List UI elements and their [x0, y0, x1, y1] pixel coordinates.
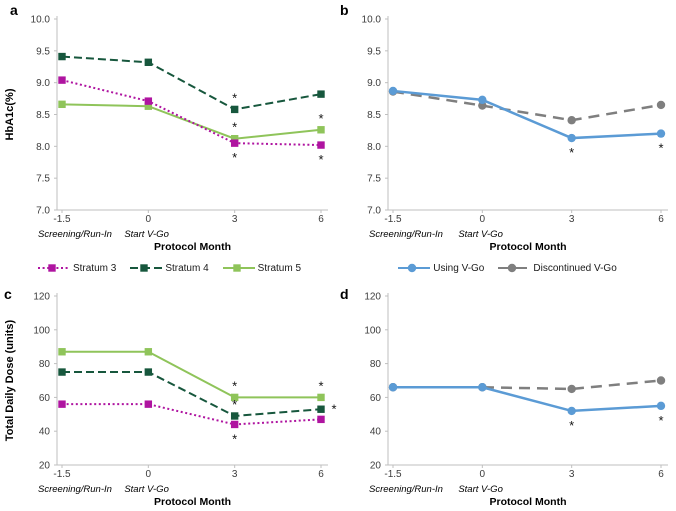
svg-text:9.5: 9.5 [36, 46, 50, 57]
stratum5-line-swatch-icon [222, 264, 255, 272]
svg-text:3: 3 [232, 214, 238, 225]
legend-label: Stratum 4 [165, 262, 209, 274]
svg-text:80: 80 [370, 359, 382, 370]
svg-text:*: * [331, 402, 336, 417]
svg-text:*: * [318, 111, 323, 126]
panel-a-hba1c-strata-chart: 7.0 7.5 8.0 8.5 9.0 9.5 10.0 -1.5 Screening/Run-… [4, 2, 328, 252]
svg-text:7.5: 7.5 [36, 174, 50, 185]
svg-text:60: 60 [39, 393, 51, 404]
svg-text:7.0: 7.0 [367, 206, 381, 217]
panel-c-tdd-strata-chart: 20 40 60 80 100 120 -1.5 Screening/Run-In 0 Start… [4, 286, 337, 508]
svg-text:6: 6 [318, 469, 324, 480]
svg-text:9.0: 9.0 [36, 78, 50, 89]
svg-text:10.0: 10.0 [362, 15, 382, 26]
legend-label: Stratum 5 [257, 262, 302, 274]
svg-text:8.5: 8.5 [36, 110, 50, 121]
svg-text:0: 0 [146, 469, 152, 480]
legend-strata: Stratum 3 Stratum 4 Stratum 5 [0, 252, 338, 284]
svg-text:*: * [658, 413, 663, 428]
svg-text:*: * [569, 418, 574, 433]
legend-item-discontinued-vgo: Discontinued V-Go [497, 262, 617, 274]
svg-text:7.0: 7.0 [36, 206, 50, 217]
svg-text:Protocol Month: Protocol Month [490, 241, 567, 252]
svg-text:Total Daily Dose (units): Total Daily Dose (units) [4, 319, 16, 441]
svg-text:HbA1c(%): HbA1c(%) [4, 88, 16, 140]
svg-text:8.0: 8.0 [36, 142, 50, 153]
svg-text:6: 6 [318, 214, 324, 225]
panel-b-hba1c-vgo-chart: 7.0 7.5 8.0 8.5 9.0 9.5 10.0 -1.5 Screening/Run-… [340, 2, 668, 252]
svg-text:120: 120 [33, 292, 50, 303]
legend-vgo-groups: Using V-Go Discontinued V-Go [338, 252, 676, 284]
svg-text:*: * [318, 378, 323, 393]
svg-text:6: 6 [658, 469, 664, 480]
legend-item-stratum5: Stratum 5 [222, 262, 301, 274]
svg-text:Protocol Month: Protocol Month [154, 241, 231, 252]
discontinued-vgo-line-swatch-icon [498, 263, 531, 273]
stratum3-line-swatch-icon [37, 264, 70, 272]
svg-text:0: 0 [146, 214, 152, 225]
svg-text:100: 100 [364, 325, 381, 336]
legend-label: Discontinued V-Go [533, 262, 617, 274]
svg-text:-1.5: -1.5 [384, 469, 402, 480]
svg-text:20: 20 [39, 461, 51, 472]
svg-text:Protocol Month: Protocol Month [154, 496, 231, 508]
svg-text:*: * [318, 152, 323, 167]
svg-text:d: d [340, 286, 349, 302]
svg-text:*: * [232, 90, 237, 105]
svg-text:Screening/Run-In: Screening/Run-In [369, 229, 443, 240]
legend-item-using-vgo: Using V-Go [397, 262, 484, 274]
svg-text:40: 40 [39, 427, 51, 438]
svg-text:8.0: 8.0 [367, 142, 381, 153]
svg-text:40: 40 [370, 427, 382, 438]
svg-text:0: 0 [480, 214, 486, 225]
svg-text:*: * [232, 431, 237, 446]
svg-text:Start V-Go: Start V-Go [124, 229, 169, 240]
using-vgo-line-swatch-icon [398, 263, 431, 273]
svg-text:20: 20 [370, 461, 382, 472]
stratum4-line-swatch-icon [130, 264, 163, 272]
svg-text:10.0: 10.0 [31, 15, 51, 26]
legend-item-stratum3: Stratum 3 [37, 262, 116, 274]
svg-text:*: * [232, 150, 237, 165]
legend-item-stratum4: Stratum 4 [129, 262, 209, 274]
svg-text:*: * [232, 397, 237, 412]
svg-text:60: 60 [370, 393, 382, 404]
svg-text:Protocol Month: Protocol Month [490, 496, 567, 508]
svg-text:*: * [569, 145, 574, 160]
svg-text:Screening/Run-In: Screening/Run-In [38, 229, 112, 240]
svg-text:7.5: 7.5 [367, 174, 381, 185]
svg-text:b: b [340, 2, 349, 18]
svg-text:c: c [4, 286, 12, 302]
svg-text:120: 120 [364, 292, 381, 303]
svg-text:*: * [232, 378, 237, 393]
svg-text:3: 3 [569, 469, 575, 480]
legend-label: Using V-Go [433, 262, 485, 274]
svg-text:Screening/Run-In: Screening/Run-In [38, 484, 112, 495]
svg-text:Start V-Go: Start V-Go [458, 484, 503, 495]
svg-text:Screening/Run-In: Screening/Run-In [369, 484, 443, 495]
panel-d-tdd-vgo-chart: 20 40 60 80 100 120 -1.5 Screening/Run-In 0 Start… [340, 286, 668, 508]
svg-text:3: 3 [569, 214, 575, 225]
svg-text:-1.5: -1.5 [53, 469, 71, 480]
svg-text:*: * [658, 141, 663, 156]
svg-text:-1.5: -1.5 [53, 214, 71, 225]
svg-text:Start V-Go: Start V-Go [458, 229, 503, 240]
svg-text:80: 80 [39, 359, 51, 370]
svg-text:6: 6 [658, 214, 664, 225]
svg-text:100: 100 [33, 325, 50, 336]
svg-text:-1.5: -1.5 [384, 214, 402, 225]
legend-label: Stratum 3 [72, 262, 117, 274]
svg-text:a: a [10, 2, 18, 18]
svg-text:0: 0 [480, 469, 486, 480]
svg-text:8.5: 8.5 [367, 110, 381, 121]
svg-text:9.0: 9.0 [367, 78, 381, 89]
svg-text:Start V-Go: Start V-Go [124, 484, 169, 495]
svg-text:3: 3 [232, 469, 238, 480]
svg-text:9.5: 9.5 [367, 46, 381, 57]
svg-text:*: * [232, 120, 237, 135]
